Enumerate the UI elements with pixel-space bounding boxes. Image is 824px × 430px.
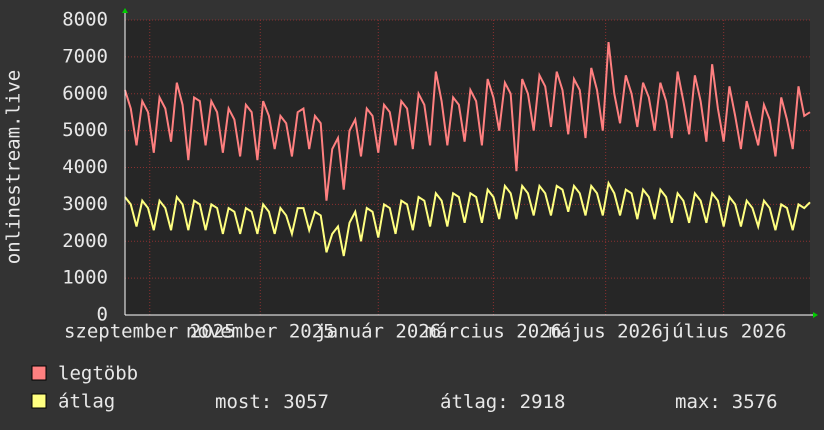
stat: most: 3057	[215, 391, 329, 413]
axis-arrow	[122, 8, 128, 13]
x-tick-label: január 2026	[315, 321, 441, 343]
legend-swatch	[31, 393, 47, 409]
y-tick-label: 8000	[62, 9, 108, 31]
stat-value: 3057	[283, 391, 329, 413]
stat-label: átlag:	[440, 391, 509, 413]
y-tick-label: 2000	[62, 230, 108, 252]
stat-value: 3576	[732, 391, 778, 413]
data-line	[124, 180, 811, 257]
legend-swatch	[31, 365, 47, 381]
y-tick-label: 6000	[62, 82, 108, 104]
stat-label: max:	[675, 391, 721, 413]
x-tick-label: szeptember 2025	[64, 321, 236, 343]
stat: max: 3576	[675, 391, 778, 413]
y-tick-label: 3000	[62, 193, 108, 215]
data-line	[124, 42, 811, 201]
legend-label: legtöbb	[58, 363, 138, 385]
y-tick-label: 4000	[62, 156, 108, 178]
stat-label: most:	[215, 391, 272, 413]
x-tick-label: július 2026	[661, 321, 787, 343]
axis-arrow	[813, 312, 818, 318]
x-tick-label: március 2026	[425, 321, 562, 343]
y-tick-label: 0	[97, 304, 108, 326]
y-tick-label: 1000	[62, 267, 108, 289]
legend-label: átlag	[58, 391, 115, 413]
y-axis-label: onlinestream.live	[3, 70, 25, 264]
stat-value: 2918	[520, 391, 566, 413]
y-tick-label: 5000	[62, 119, 108, 141]
y-tick-label: 7000	[62, 45, 108, 67]
x-tick-label: november 2025	[186, 321, 335, 343]
stat: átlag: 2918	[440, 391, 565, 413]
x-tick-label: május 2026	[548, 321, 662, 343]
